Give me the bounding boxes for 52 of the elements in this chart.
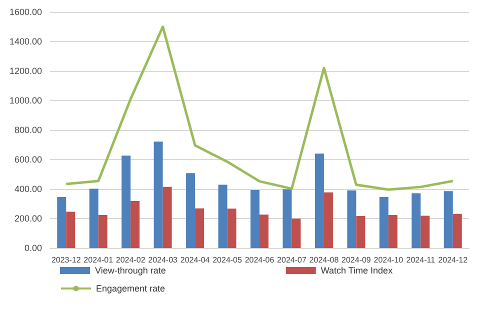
y-tick-label: 400.00 <box>14 184 42 194</box>
y-tick-label: 200.00 <box>14 214 42 224</box>
bar <box>186 173 196 248</box>
x-tick-label: 2024-09 <box>342 256 372 264</box>
bar <box>347 190 356 248</box>
x-tick-label: 2024-10 <box>374 256 404 264</box>
bar <box>412 193 421 248</box>
bar <box>57 196 66 248</box>
legend-label: Engagement rate <box>96 284 166 294</box>
legend-label: Watch Time Index <box>320 266 394 276</box>
bar <box>89 188 98 248</box>
bar <box>66 212 76 248</box>
x-tick-label: 2024-01 <box>84 256 114 264</box>
y-tick-label: 800.00 <box>14 125 42 135</box>
x-tick-label: 2024-08 <box>309 256 340 264</box>
bar <box>444 191 453 248</box>
bar <box>227 208 236 248</box>
y-tick-label: 1200.00 <box>9 66 42 76</box>
bar <box>250 190 260 248</box>
bar <box>162 186 172 248</box>
x-tick-label: 2024-11 <box>406 256 436 264</box>
bar <box>130 200 140 248</box>
x-tick-label: 2024-04 <box>180 256 210 264</box>
bar <box>122 156 131 248</box>
legend-label: View-through rate <box>95 266 166 276</box>
bar <box>314 154 324 248</box>
bar <box>195 208 204 248</box>
x-tick-label: 2024-03 <box>148 256 178 264</box>
y-tick-label: 1600.00 <box>9 7 42 17</box>
y-tick-label: 1400.00 <box>9 36 42 46</box>
bar <box>324 192 333 248</box>
x-tick-label: 2024-07 <box>277 256 307 264</box>
bar <box>356 216 366 248</box>
bar <box>388 214 398 248</box>
bar <box>260 214 268 248</box>
x-tick-label: 2024-02 <box>116 256 146 264</box>
x-tick-label: 2023-12 <box>51 256 82 264</box>
bar <box>218 184 228 248</box>
line-series <box>64 26 454 191</box>
y-tick-label: 1000.00 <box>9 96 42 106</box>
x-tick-label: 2024-06 <box>244 256 275 264</box>
bar <box>420 216 430 248</box>
x-tick-label: 2024-05 <box>212 256 242 264</box>
bar <box>282 189 292 248</box>
bar <box>98 214 108 248</box>
bar <box>154 142 163 248</box>
y-tick-label: 600.00 <box>14 154 42 164</box>
bar <box>292 218 301 248</box>
bar <box>452 214 462 248</box>
y-tick-label: 0.00 <box>24 243 42 253</box>
bar <box>379 196 388 248</box>
x-tick-label: 2024-12 <box>438 256 468 264</box>
